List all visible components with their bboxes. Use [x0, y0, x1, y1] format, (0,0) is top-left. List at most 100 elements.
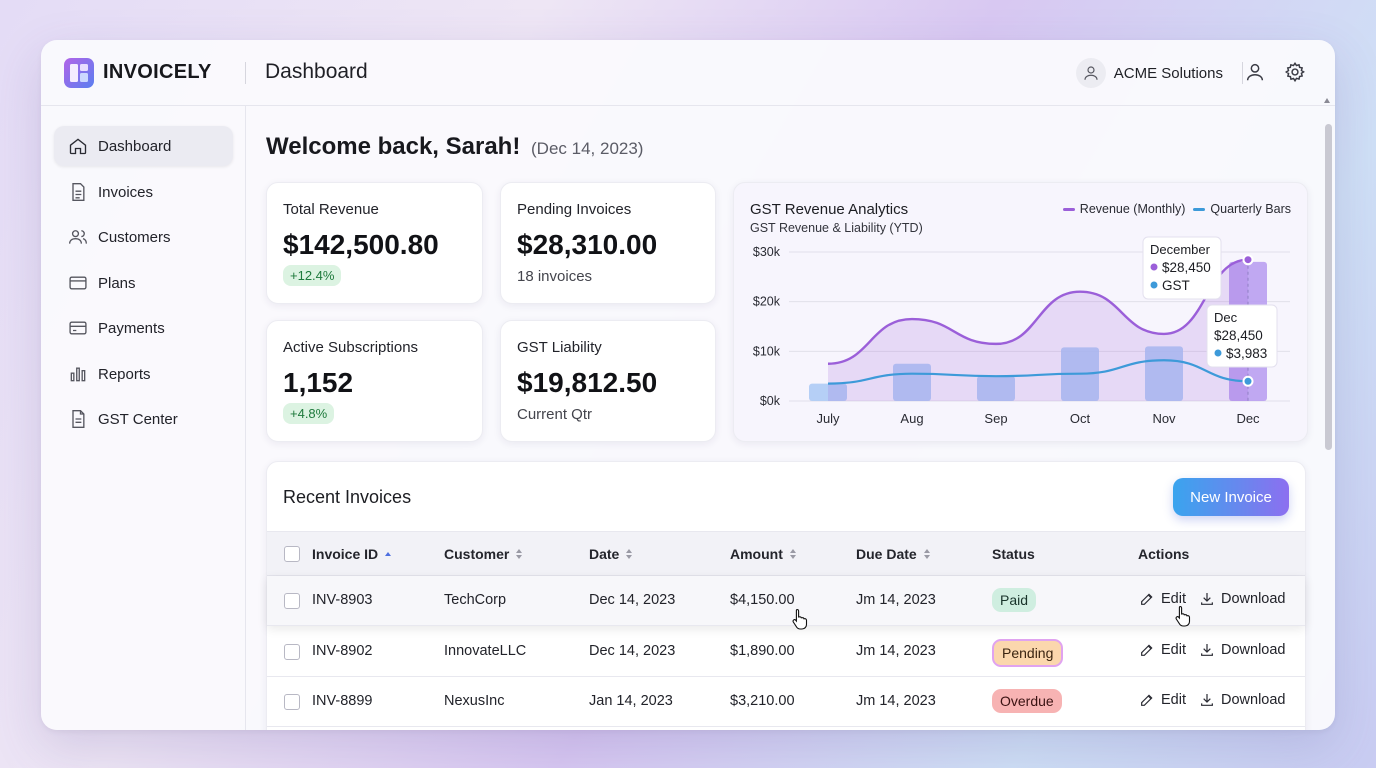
page-title: Dashboard: [265, 60, 368, 83]
column-label: Amount: [730, 546, 783, 562]
column-header-invoice-id[interactable]: Invoice ID: [312, 546, 392, 562]
download-label: Download: [1221, 642, 1286, 658]
sort-asc-icon: [385, 552, 392, 556]
section-title: Recent Invoices: [283, 487, 412, 507]
kpi-card-total-revenue[interactable]: Total Revenue $142,500.80 +12.4%: [266, 182, 483, 304]
invoice-date: Dec 14, 2023: [589, 592, 676, 608]
org-name: ACME Solutions: [1113, 64, 1223, 82]
sidebar-item-reports[interactable]: Reports: [54, 354, 233, 394]
column-header-due-date[interactable]: Due Date: [856, 546, 931, 562]
welcome-greeting: Welcome back, Sarah!: [266, 133, 521, 160]
invoice-amount: $3,210.00: [730, 693, 795, 709]
row-checkbox[interactable]: [284, 644, 300, 660]
divider: [245, 62, 246, 84]
download-icon: [1201, 694, 1213, 706]
revenue-line: [827, 258, 1249, 365]
column-label: Due Date: [856, 546, 917, 562]
sidebar-item-customers[interactable]: Customers: [54, 217, 233, 257]
tooltip-dec: [1206, 304, 1278, 368]
settings-button[interactable]: [1283, 60, 1307, 84]
download-label: Download: [1221, 591, 1286, 607]
download-button[interactable]: Download: [1199, 692, 1286, 708]
sidebar-item-dashboard[interactable]: Dashboard: [54, 126, 233, 166]
hand-cursor-icon: [792, 608, 808, 630]
download-label: Download: [1221, 692, 1286, 708]
y-tick-label: $10k: [753, 344, 781, 358]
sidebar-item-label: Reports: [98, 365, 151, 383]
y-tick-label: $0k: [760, 394, 781, 408]
column-header-customer[interactable]: Customer: [444, 546, 523, 562]
chart-legend: Revenue (Monthly) Quarterly Bars: [1062, 202, 1291, 216]
edit-button[interactable]: Edit: [1139, 591, 1186, 607]
customer-name: NexusInc: [444, 693, 505, 709]
customer-name: InnovateLLC: [444, 643, 527, 659]
sidebar-item-label: Invoices: [98, 183, 154, 201]
sidebar-item-label: Customers: [98, 228, 171, 246]
sidebar-item-payments[interactable]: Payments: [54, 308, 233, 348]
sidebar-item-gst-center[interactable]: GST Center: [54, 399, 233, 439]
invoice-amount: $1,890.00: [730, 643, 795, 659]
pencil-icon: [1141, 593, 1153, 605]
sidebar-item-label: Payments: [98, 319, 165, 337]
download-icon: [1201, 644, 1213, 656]
table-row[interactable]: INV-8903 TechCorp Dec 14, 2023 $4,150.00 Jm …: [267, 576, 1305, 626]
row-checkbox[interactable]: [284, 694, 300, 710]
chart-title: GST Revenue Analytics: [750, 201, 909, 218]
legend-dot: [1214, 349, 1222, 357]
scrollbar-thumb[interactable]: [1325, 124, 1332, 450]
sidebar-item-invoices[interactable]: Invoices: [54, 172, 233, 212]
kpi-value: $19,812.50: [517, 367, 658, 398]
gst-line: [827, 359, 1249, 385]
legend-swatch: [1062, 207, 1075, 211]
gear-icon: [1284, 61, 1305, 83]
column-header-status[interactable]: Status: [992, 546, 1035, 562]
download-button[interactable]: Download: [1199, 642, 1286, 658]
column-header-date[interactable]: Date: [589, 546, 633, 562]
download-button[interactable]: Download: [1199, 591, 1286, 607]
divider: [1242, 62, 1243, 84]
legend-label: Revenue (Monthly): [1079, 202, 1186, 216]
welcome-heading: Welcome back, Sarah! (Dec 14, 2023): [266, 133, 643, 161]
new-invoice-button[interactable]: New Invoice: [1173, 478, 1289, 516]
edit-button[interactable]: Edit: [1139, 692, 1186, 708]
select-all-checkbox[interactable]: [284, 546, 300, 562]
column-label: Customer: [444, 546, 510, 562]
user-profile-button[interactable]: [1243, 60, 1267, 84]
edit-button[interactable]: Edit: [1139, 642, 1186, 658]
table-row[interactable]: INV-8902 InnovateLLC Dec 14, 2023 $1,890.00…: [267, 627, 1305, 677]
kpi-value: 1,152: [283, 367, 354, 398]
column-header-amount[interactable]: Amount: [730, 546, 797, 562]
due-date: Jm 14, 2023: [856, 592, 936, 608]
legend-item-revenue[interactable]: Revenue (Monthly): [1062, 202, 1186, 216]
x-tick-label: Dec: [1236, 411, 1260, 426]
vertical-scrollbar[interactable]: [1323, 98, 1333, 730]
kpi-card-active-subscriptions[interactable]: Active Subscriptions 1,152 +4.8%: [266, 320, 483, 442]
column-label: Date: [589, 546, 620, 562]
welcome-date: (Dec 14, 2023): [531, 139, 644, 158]
kpi-card-gst-liability[interactable]: GST Liability $19,812.50 Current Qtr: [500, 320, 716, 442]
org-switcher[interactable]: ACME Solutions: [1075, 57, 1223, 89]
x-tick-label: Oct: [1070, 411, 1091, 426]
row-checkbox[interactable]: [284, 593, 300, 609]
table-header: Invoice ID Customer Date Amount Due Date: [267, 531, 1305, 576]
table-row[interactable]: INV-8899 NexusInc Jan 14, 2023 $3,210.00 Jm …: [267, 677, 1305, 727]
legend-item-quarterly[interactable]: Quarterly Bars: [1193, 202, 1291, 216]
chart-plot[interactable]: $0k $10k $20k $30k July Aug Sep Oct Nov Dec Decemb…: [734, 183, 1309, 443]
legend-swatch: [1193, 207, 1206, 211]
tooltip-value: $3,983: [1226, 346, 1267, 361]
tooltip-title: Dec: [1214, 310, 1238, 325]
tooltip-title: December: [1150, 242, 1211, 257]
kpi-value: $142,500.80: [283, 229, 439, 260]
y-tick-label: $20k: [753, 295, 781, 309]
trend-badge: +12.4%: [283, 265, 342, 286]
sidebar-item-plans[interactable]: Plans: [54, 263, 233, 303]
kpi-label: Active Subscriptions: [283, 339, 419, 356]
kpi-card-pending-invoices[interactable]: Pending Invoices $28,310.00 18 invoices: [500, 182, 716, 304]
bar-july: [809, 383, 847, 401]
tooltip-value: $28,450: [1162, 260, 1211, 275]
kpi-label: Total Revenue: [283, 201, 379, 218]
scroll-up-arrow-icon[interactable]: [1324, 98, 1330, 103]
legend-dot: [1150, 281, 1158, 289]
customer-name: TechCorp: [444, 592, 507, 608]
invoice-id: INV-8902: [312, 643, 373, 659]
